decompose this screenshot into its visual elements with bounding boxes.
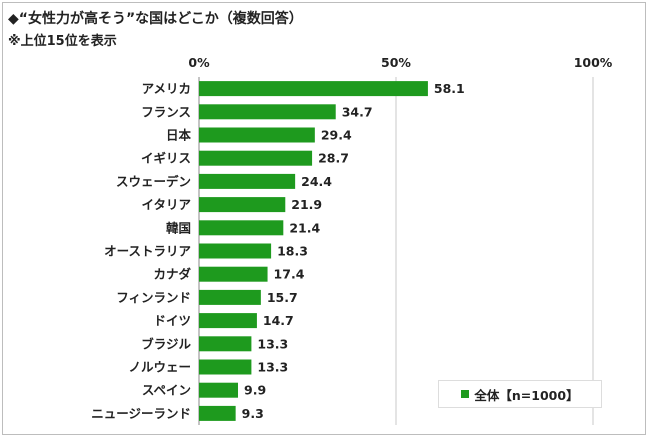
- category-label: イギリス: [141, 151, 191, 166]
- value-label: 9.9: [244, 383, 266, 398]
- value-label: 18.3: [277, 244, 308, 259]
- chart-frame: [2, 2, 646, 435]
- bar: [199, 173, 296, 189]
- value-label: 58.1: [434, 81, 465, 96]
- category-label: アメリカ: [142, 81, 191, 96]
- category-label: スペイン: [142, 383, 191, 398]
- category-label: 日本: [166, 128, 192, 143]
- value-label: 9.3: [242, 406, 264, 421]
- x-tick-label: 100%: [574, 55, 613, 70]
- category-label: ドイツ: [153, 313, 191, 328]
- category-label: カナダ: [153, 267, 191, 282]
- value-label: 21.4: [289, 220, 320, 235]
- category-label: ニュージーランド: [91, 406, 191, 421]
- value-label: 21.9: [291, 197, 322, 212]
- category-label: ノルウェー: [128, 360, 191, 375]
- bar: [199, 197, 286, 213]
- bar: [199, 336, 252, 352]
- value-label: 34.7: [342, 104, 373, 119]
- bar: [199, 127, 315, 143]
- value-label: 13.3: [257, 360, 288, 375]
- value-label: 29.4: [321, 128, 352, 143]
- bar: [199, 220, 284, 236]
- category-label: フィンランド: [116, 290, 191, 305]
- bar: [199, 150, 313, 166]
- legend-swatch: [461, 390, 470, 398]
- bar: [199, 266, 268, 282]
- legend: 全体【n=1000】: [438, 380, 602, 408]
- category-label: フランス: [141, 104, 191, 119]
- chart-subtitle: ※上位15位を表示: [8, 34, 117, 49]
- value-label: 14.7: [263, 313, 294, 328]
- bar: [199, 313, 257, 329]
- value-label: 13.3: [257, 336, 288, 351]
- bar: [199, 104, 336, 120]
- category-label: オーストラリア: [104, 244, 191, 259]
- value-label: 24.4: [301, 174, 332, 189]
- x-tick-label: 50%: [381, 55, 411, 70]
- bar: [199, 243, 272, 259]
- x-tick-label: 0%: [188, 55, 210, 70]
- value-label: 15.7: [267, 290, 298, 305]
- legend-label: 全体【n=1000】: [474, 387, 579, 403]
- chart-title: ◆“女性力が高そう”な国はどこか（複数回答）: [8, 11, 303, 27]
- bar: [199, 81, 428, 97]
- category-label: ブラジル: [141, 336, 191, 351]
- bar: [199, 382, 239, 398]
- value-label: 17.4: [274, 267, 305, 282]
- value-label: 28.7: [318, 151, 349, 166]
- category-label: イタリア: [141, 197, 191, 212]
- bar: [199, 359, 252, 375]
- category-label: スウェーデン: [116, 174, 191, 189]
- category-label: 韓国: [166, 220, 191, 235]
- bar: [199, 405, 236, 421]
- bar: [199, 289, 261, 305]
